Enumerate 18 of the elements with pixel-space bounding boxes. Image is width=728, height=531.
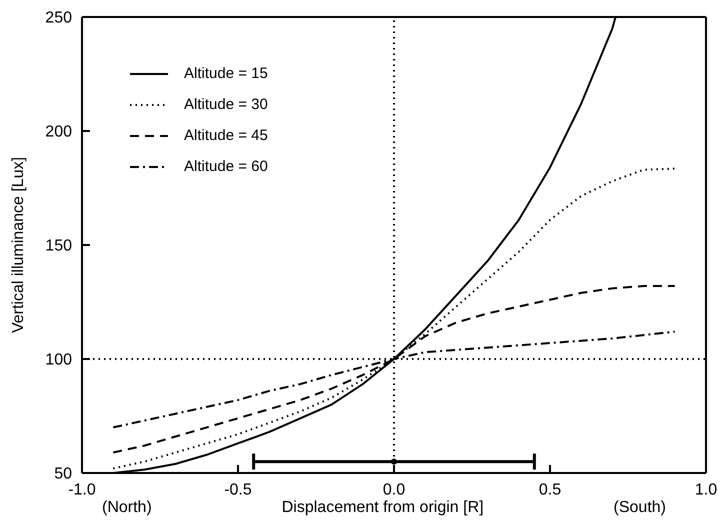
x-tick-label: 0.0 bbox=[382, 481, 406, 498]
x-tick-label: -1.0 bbox=[68, 481, 96, 498]
legend-label: Altitude = 45 bbox=[184, 127, 268, 144]
x-tick-label: -0.5 bbox=[224, 481, 252, 498]
y-tick-label: 250 bbox=[45, 10, 72, 27]
legend-label: Altitude = 60 bbox=[184, 158, 268, 175]
legend-label: Altitude = 30 bbox=[184, 96, 268, 113]
y-tick-label: 150 bbox=[45, 238, 72, 255]
y-tick-label: 50 bbox=[54, 466, 72, 483]
x-axis-title: Displacement from origin [R] bbox=[282, 499, 484, 517]
y-axis-title: Vertical illuminance [Lux] bbox=[10, 156, 28, 333]
y-tick-label: 100 bbox=[45, 352, 72, 369]
text: (South) bbox=[614, 499, 666, 517]
legend-label: Altitude = 15 bbox=[184, 65, 268, 82]
y-tick-label: 200 bbox=[45, 124, 72, 141]
x-tick-label: 1.0 bbox=[694, 481, 718, 498]
text: (North) bbox=[102, 499, 152, 517]
x-tick-label: 0.5 bbox=[538, 481, 562, 498]
